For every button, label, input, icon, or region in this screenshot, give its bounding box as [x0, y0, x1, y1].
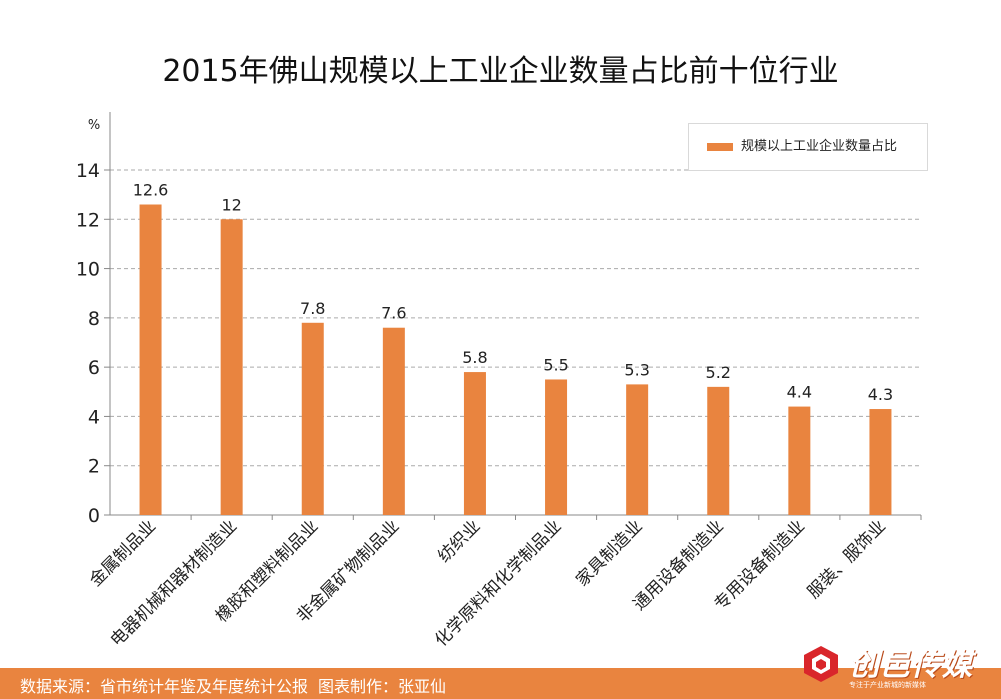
y-axis-unit: % [88, 118, 100, 133]
legend-swatch [707, 143, 733, 151]
logo-cube-icon [804, 646, 838, 682]
data-labels: 12.6 12 7.8 7.6 5.8 5.5 5.3 5.2 4.4 4.3 [133, 181, 893, 405]
data-label: 7.8 [300, 299, 325, 318]
data-label: 5.8 [462, 348, 487, 367]
gridlines [110, 169, 921, 467]
legend-label: 规模以上工业企业数量占比 [741, 139, 898, 154]
footer-text: 数据来源：省市统计年鉴及年度统计公报 图表制作：张亚仙 [20, 673, 446, 697]
x-tick-label: 金属制品业 [86, 516, 160, 590]
y-tick-label: 8 [88, 308, 100, 330]
y-tick-label: 12 [76, 209, 100, 231]
y-tick-label: 6 [88, 357, 100, 379]
x-tick-label: 纺织业 [434, 516, 484, 566]
y-tick-label: 14 [76, 160, 100, 182]
bar [869, 409, 892, 515]
bar [707, 386, 730, 515]
legend: 规模以上工业企业数量占比 [688, 123, 928, 171]
y-tick-label: 4 [88, 406, 100, 428]
bars [139, 204, 892, 516]
bar [463, 372, 486, 515]
data-label: 5.3 [624, 360, 649, 379]
bar [301, 322, 324, 515]
data-label: 12 [221, 195, 241, 214]
bar [220, 219, 243, 516]
data-source: 数据来源：省市统计年鉴及年度统计公报 [20, 677, 309, 696]
data-label: 4.3 [868, 385, 893, 404]
data-label: 7.6 [381, 304, 406, 323]
y-tick-label: 10 [76, 259, 100, 281]
logo-tagline: 专注于产业新城的新媒体 [849, 681, 926, 689]
y-tick-label: 0 [88, 505, 100, 527]
chart-title: 2015年佛山规模以上工业企业数量占比前十位行业 [162, 54, 839, 89]
data-label: 5.5 [543, 355, 568, 374]
bar [139, 204, 162, 515]
logo-text: 创邑传媒 [849, 648, 973, 683]
logo: 创邑传媒 专注于产业新城的新媒体 [797, 636, 987, 696]
x-tick-label: 服装、服饰业 [804, 516, 890, 602]
bar [788, 406, 811, 515]
bar [626, 384, 649, 515]
bar [545, 379, 568, 515]
bar [382, 327, 405, 515]
data-label: 4.4 [787, 383, 812, 402]
chart-credit: 图表制作：张亚仙 [318, 677, 447, 696]
data-label: 12.6 [133, 181, 169, 200]
axes [104, 112, 922, 520]
data-label: 5.2 [706, 363, 731, 382]
y-tick-label: 2 [88, 456, 100, 478]
x-tick-label: 家具制造业 [572, 516, 646, 590]
